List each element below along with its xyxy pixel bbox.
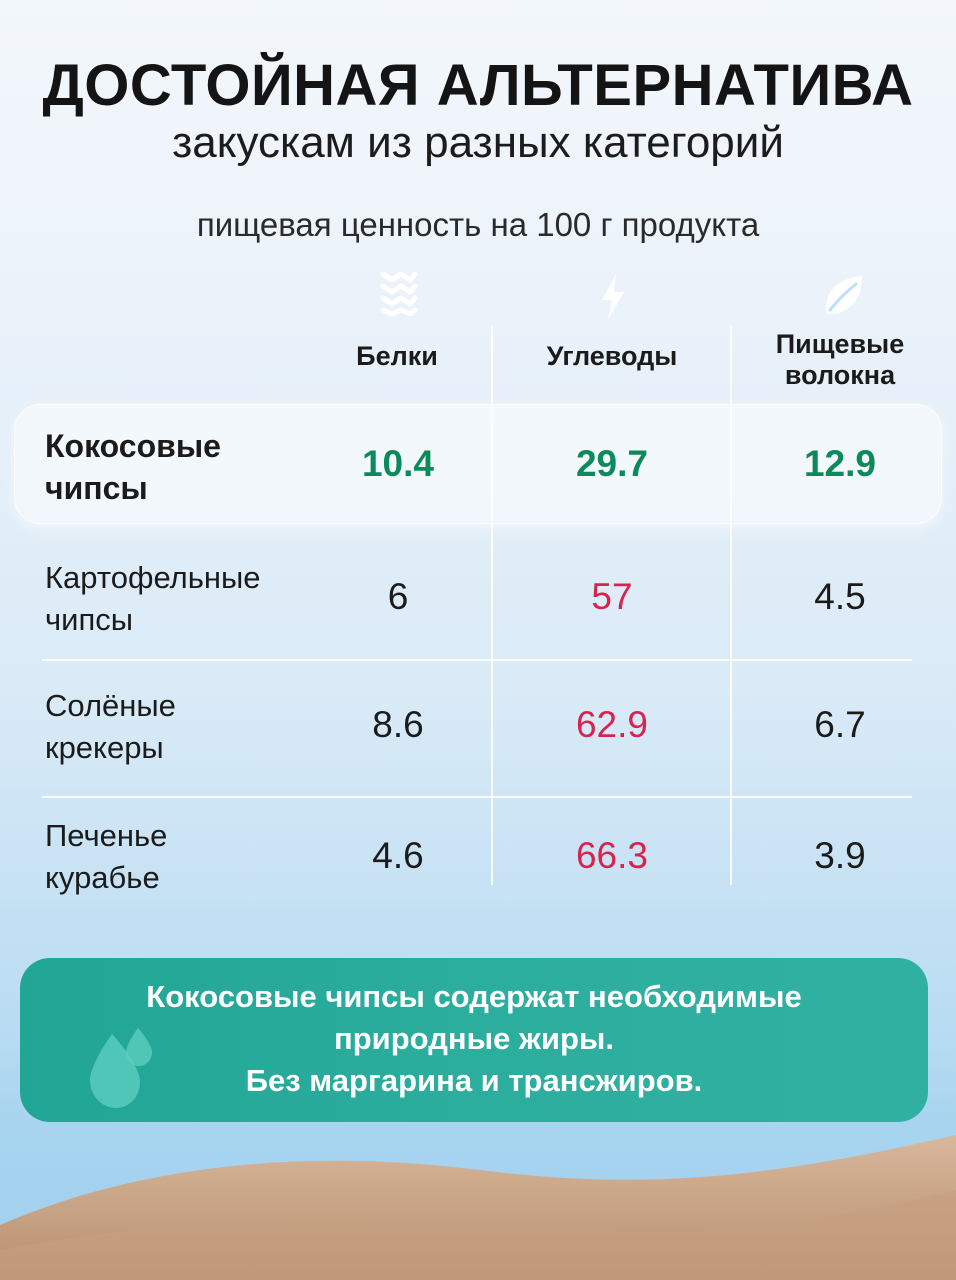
nutrition-note: пищевая ценность на 100 г продукта [196, 206, 760, 243]
row-divider [42, 659, 912, 661]
table-cell-carbs: 66.3 [575, 835, 648, 876]
page-title: ДОСТОЙНАЯ АЛЬТЕРНАТИВА [42, 53, 914, 118]
table-cell-protein: 8.6 [372, 704, 424, 745]
table-cell-carbs: 29.7 [575, 443, 648, 484]
table-cell-carbs: 57 [591, 576, 633, 617]
column-divider [491, 325, 493, 885]
banner-line2: природные жиры. [334, 1021, 614, 1056]
row-label-kurabye-cookies: Печенье курабье [45, 815, 315, 899]
info-banner: Кокосовые чипсы содержат необходимые при… [20, 958, 928, 1122]
table-cell-fiber: 3.9 [814, 835, 866, 876]
highlight-row-background [14, 404, 942, 524]
table-cell-fiber: 4.5 [814, 576, 866, 617]
water-drop-icon [90, 1028, 152, 1108]
protein-stripes-icon [380, 271, 418, 316]
column-header-protein: Белки [356, 341, 438, 371]
row-label-line1: Солёные [45, 688, 176, 723]
table-cell-fiber: 6.7 [814, 704, 866, 745]
row-label-coconut-chips: Кокосовые чипсы [45, 425, 315, 509]
row-label-line1: Кокосовые [45, 428, 221, 464]
row-label-line1: Печенье [45, 818, 168, 853]
row-label-line2: чипсы [45, 470, 148, 506]
column-header-fiber-line2: волокна [784, 360, 896, 390]
banner-line1: Кокосовые чипсы содержат необходимые [146, 979, 802, 1014]
banner-text: Кокосовые чипсы содержат необходимые при… [20, 976, 928, 1102]
row-label-line2: чипсы [45, 602, 134, 637]
column-header-carbs: Углеводы [546, 341, 678, 371]
sand-dune-background [0, 1135, 956, 1280]
row-label-line1: Картофельные [45, 560, 261, 595]
page-subtitle: закускам из разных категорий [172, 118, 784, 167]
row-label-line2: крекеры [45, 730, 164, 765]
lightning-icon [602, 274, 624, 320]
row-label-potato-chips: Картофельные чипсы [45, 557, 315, 641]
table-cell-protein: 10.4 [361, 443, 434, 484]
column-divider [730, 325, 732, 885]
table-cell-carbs: 62.9 [575, 704, 648, 745]
column-header-fiber: Пищевые волокна [740, 329, 940, 391]
row-label-salted-crackers: Солёные крекеры [45, 685, 315, 769]
row-divider [42, 796, 912, 798]
table-cell-protein: 4.6 [372, 835, 424, 876]
row-label-line2: курабье [45, 860, 160, 895]
table-cell-fiber: 12.9 [803, 443, 876, 484]
banner-line3: Без маргарина и трансжиров. [245, 1063, 703, 1098]
column-header-fiber-line1: Пищевые [775, 329, 905, 359]
table-cell-protein: 6 [387, 576, 409, 617]
leaf-icon [825, 276, 862, 314]
